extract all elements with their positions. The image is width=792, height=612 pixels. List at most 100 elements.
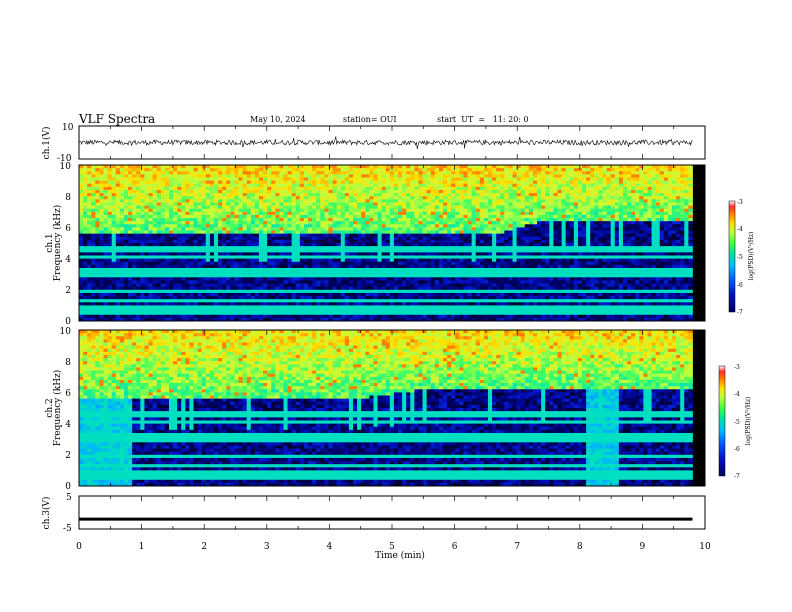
spectrogram-cell bbox=[365, 252, 370, 256]
spectrogram-cell bbox=[181, 199, 186, 203]
spectrogram-cell bbox=[148, 317, 154, 322]
spectrogram-cell bbox=[267, 267, 272, 272]
spectrogram-cell bbox=[328, 236, 333, 241]
spectrogram-cell bbox=[123, 289, 129, 294]
spectrogram-cell bbox=[316, 205, 321, 210]
spectrogram-cell bbox=[140, 246, 145, 250]
spectrogram-cell bbox=[189, 292, 194, 297]
spectrogram-cell bbox=[103, 246, 109, 250]
spectrogram-cell bbox=[87, 258, 92, 263]
spectrogram-cell bbox=[258, 177, 264, 181]
spectrogram-cell bbox=[410, 239, 415, 244]
spectrogram-cell bbox=[328, 277, 333, 281]
spectrogram-cell bbox=[410, 274, 415, 278]
spectrogram-cell bbox=[136, 208, 141, 213]
spectrogram-cell bbox=[385, 174, 391, 178]
spectrogram-cell bbox=[381, 258, 387, 263]
spectrogram-cell bbox=[381, 261, 387, 266]
spectrogram-cell bbox=[246, 193, 252, 197]
spectrogram-cell bbox=[475, 202, 481, 206]
spectrogram-cell bbox=[258, 311, 264, 316]
spectrogram-cell bbox=[111, 230, 117, 235]
spectrogram-cell bbox=[312, 292, 317, 297]
spectrogram-cell bbox=[353, 243, 358, 247]
spectrogram-cell bbox=[381, 274, 387, 278]
spectrogram-cell bbox=[463, 261, 468, 266]
spectrogram-cell bbox=[291, 243, 297, 247]
spectrogram-cell bbox=[197, 205, 203, 210]
spectrogram-cell bbox=[377, 286, 383, 291]
spectrogram-cell bbox=[99, 317, 104, 322]
spectrogram-cell bbox=[177, 296, 182, 300]
spectrogram-cell bbox=[287, 236, 293, 241]
spectrogram-cell bbox=[299, 311, 305, 316]
spectrogram-cell bbox=[258, 202, 264, 206]
spectrogram-cell bbox=[361, 208, 366, 213]
spectrogram-cell bbox=[447, 171, 452, 175]
spectrogram-cell bbox=[107, 277, 113, 281]
spectrogram-cell bbox=[398, 283, 403, 288]
spectrogram-cell bbox=[156, 296, 162, 300]
spectrogram-cell bbox=[377, 317, 383, 322]
spectrogram-cell bbox=[87, 252, 92, 256]
spectrogram-cell bbox=[320, 261, 325, 266]
spectrogram-cell bbox=[414, 314, 419, 319]
spectrogram-cell bbox=[410, 317, 415, 322]
spectrogram-cell bbox=[279, 224, 284, 228]
spectrogram-cell bbox=[275, 302, 280, 306]
spectrogram-cell bbox=[340, 239, 346, 244]
spectrogram-cell bbox=[471, 208, 477, 213]
spectrogram-cell bbox=[336, 274, 342, 278]
spectrogram-cell bbox=[308, 202, 313, 206]
spectrogram-cell bbox=[222, 199, 227, 203]
spectrogram-cell bbox=[459, 261, 464, 266]
spectrogram-cell bbox=[410, 214, 415, 219]
spectrogram-cell bbox=[148, 264, 154, 269]
spectrogram-cell bbox=[87, 183, 92, 188]
spectrogram-cell bbox=[230, 277, 235, 281]
spectrogram-cell bbox=[361, 261, 366, 266]
spectrogram-cell bbox=[132, 165, 137, 169]
spectrogram-cell bbox=[414, 280, 419, 284]
spectrogram-cell bbox=[463, 177, 468, 181]
spectrogram-cell bbox=[181, 239, 186, 244]
spectrogram-cell bbox=[406, 289, 411, 294]
spectrogram-cell bbox=[193, 271, 199, 275]
spectrogram-cell bbox=[377, 261, 383, 266]
spectrogram-cell bbox=[140, 214, 145, 219]
spectrogram-cell bbox=[479, 305, 485, 309]
spectrogram-cell bbox=[156, 239, 162, 244]
spectrogram-cell bbox=[328, 296, 333, 300]
spectrogram-cell bbox=[193, 233, 199, 238]
spectrogram-cell bbox=[443, 299, 448, 303]
spectrogram-cell bbox=[430, 264, 436, 269]
spectrogram-cell bbox=[348, 252, 354, 256]
spectrogram-cell bbox=[189, 296, 194, 300]
spectrogram-cell bbox=[87, 171, 92, 175]
spectrogram-cell bbox=[316, 165, 321, 169]
spectrogram-cell bbox=[361, 258, 366, 263]
spectrogram-cell bbox=[385, 252, 391, 256]
spectrogram-cell bbox=[479, 171, 485, 175]
spectrogram-cell bbox=[218, 283, 223, 288]
spectrogram-cell bbox=[91, 267, 96, 272]
spectrogram-cell bbox=[410, 289, 415, 294]
spectrogram-cell bbox=[426, 165, 432, 169]
spectrogram-cell bbox=[250, 252, 256, 256]
spectrogram-cell bbox=[479, 193, 485, 197]
spectrogram-cell bbox=[152, 261, 158, 266]
spectrogram-cell bbox=[168, 199, 174, 203]
spectrogram-cell bbox=[361, 227, 366, 231]
spectrogram-cell bbox=[258, 174, 264, 178]
spectrogram-cell bbox=[258, 239, 264, 244]
spectrogram-cell bbox=[83, 311, 88, 316]
spectrogram-cell bbox=[222, 180, 227, 185]
spectrogram-cell bbox=[144, 214, 149, 219]
spectrogram-cell bbox=[144, 193, 149, 197]
spectrogram-cell bbox=[144, 264, 149, 269]
spectrogram-cell bbox=[393, 296, 399, 300]
spectrogram-cell bbox=[467, 274, 473, 278]
spectrogram-cell bbox=[287, 239, 293, 244]
spectrogram-cell bbox=[136, 289, 141, 294]
spectrogram-cell bbox=[455, 299, 460, 303]
